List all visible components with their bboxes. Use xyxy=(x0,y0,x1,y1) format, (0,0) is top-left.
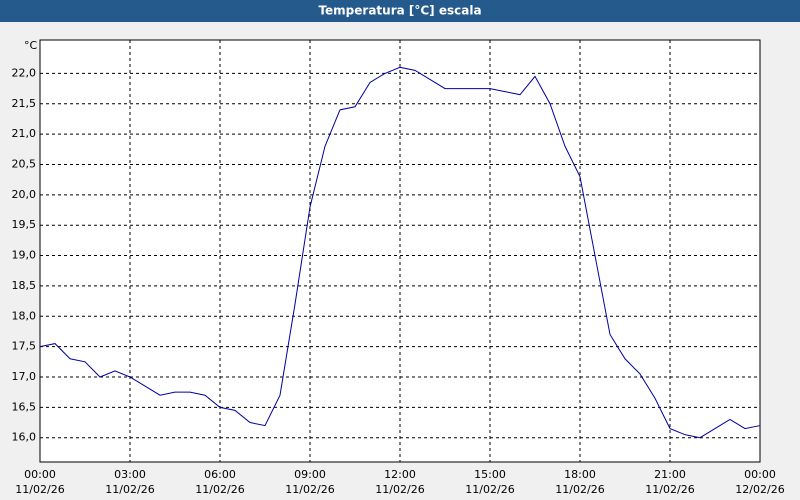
x-tick-label: 21:00 xyxy=(654,468,686,481)
x-tick-date: 12/02/26 xyxy=(735,483,784,496)
y-tick-label: 17,0 xyxy=(12,370,37,383)
y-tick-label: 16,0 xyxy=(12,431,37,444)
x-tick-date: 11/02/26 xyxy=(195,483,244,496)
x-tick-label: 06:00 xyxy=(204,468,236,481)
x-tick-date: 11/02/26 xyxy=(285,483,334,496)
x-tick-date: 11/02/26 xyxy=(105,483,154,496)
x-tick-label: 15:00 xyxy=(474,468,506,481)
y-tick-label: 18,5 xyxy=(12,279,37,292)
x-tick-date: 11/02/26 xyxy=(375,483,424,496)
x-tick-label: 03:00 xyxy=(114,468,146,481)
title-bar xyxy=(0,0,800,22)
y-tick-label: 20,5 xyxy=(12,157,37,170)
y-tick-label: 21,5 xyxy=(12,97,37,110)
y-unit: °C xyxy=(24,39,38,52)
chart-title: Temperatura [°C] escala xyxy=(318,4,481,18)
y-tick-label: 18,0 xyxy=(12,309,37,322)
x-tick-date: 11/02/26 xyxy=(15,483,64,496)
y-tick-label: 19,0 xyxy=(12,249,37,262)
x-tick-date: 11/02/26 xyxy=(555,483,604,496)
x-tick-date: 11/02/26 xyxy=(645,483,694,496)
x-tick-date: 11/02/26 xyxy=(465,483,514,496)
x-tick-label: 18:00 xyxy=(564,468,596,481)
y-tick-label: 20,0 xyxy=(12,188,37,201)
y-tick-label: 17,5 xyxy=(12,340,37,353)
y-tick-label: 19,5 xyxy=(12,218,37,231)
x-tick-label: 00:00 xyxy=(24,468,56,481)
y-tick-label: 22,0 xyxy=(12,66,37,79)
x-tick-label: 09:00 xyxy=(294,468,326,481)
y-tick-label: 21,0 xyxy=(12,127,37,140)
y-tick-label: 16,5 xyxy=(12,400,37,413)
x-tick-label: 12:00 xyxy=(384,468,416,481)
data-line xyxy=(39,66,761,439)
x-tick-label: 00:00 xyxy=(744,468,776,481)
